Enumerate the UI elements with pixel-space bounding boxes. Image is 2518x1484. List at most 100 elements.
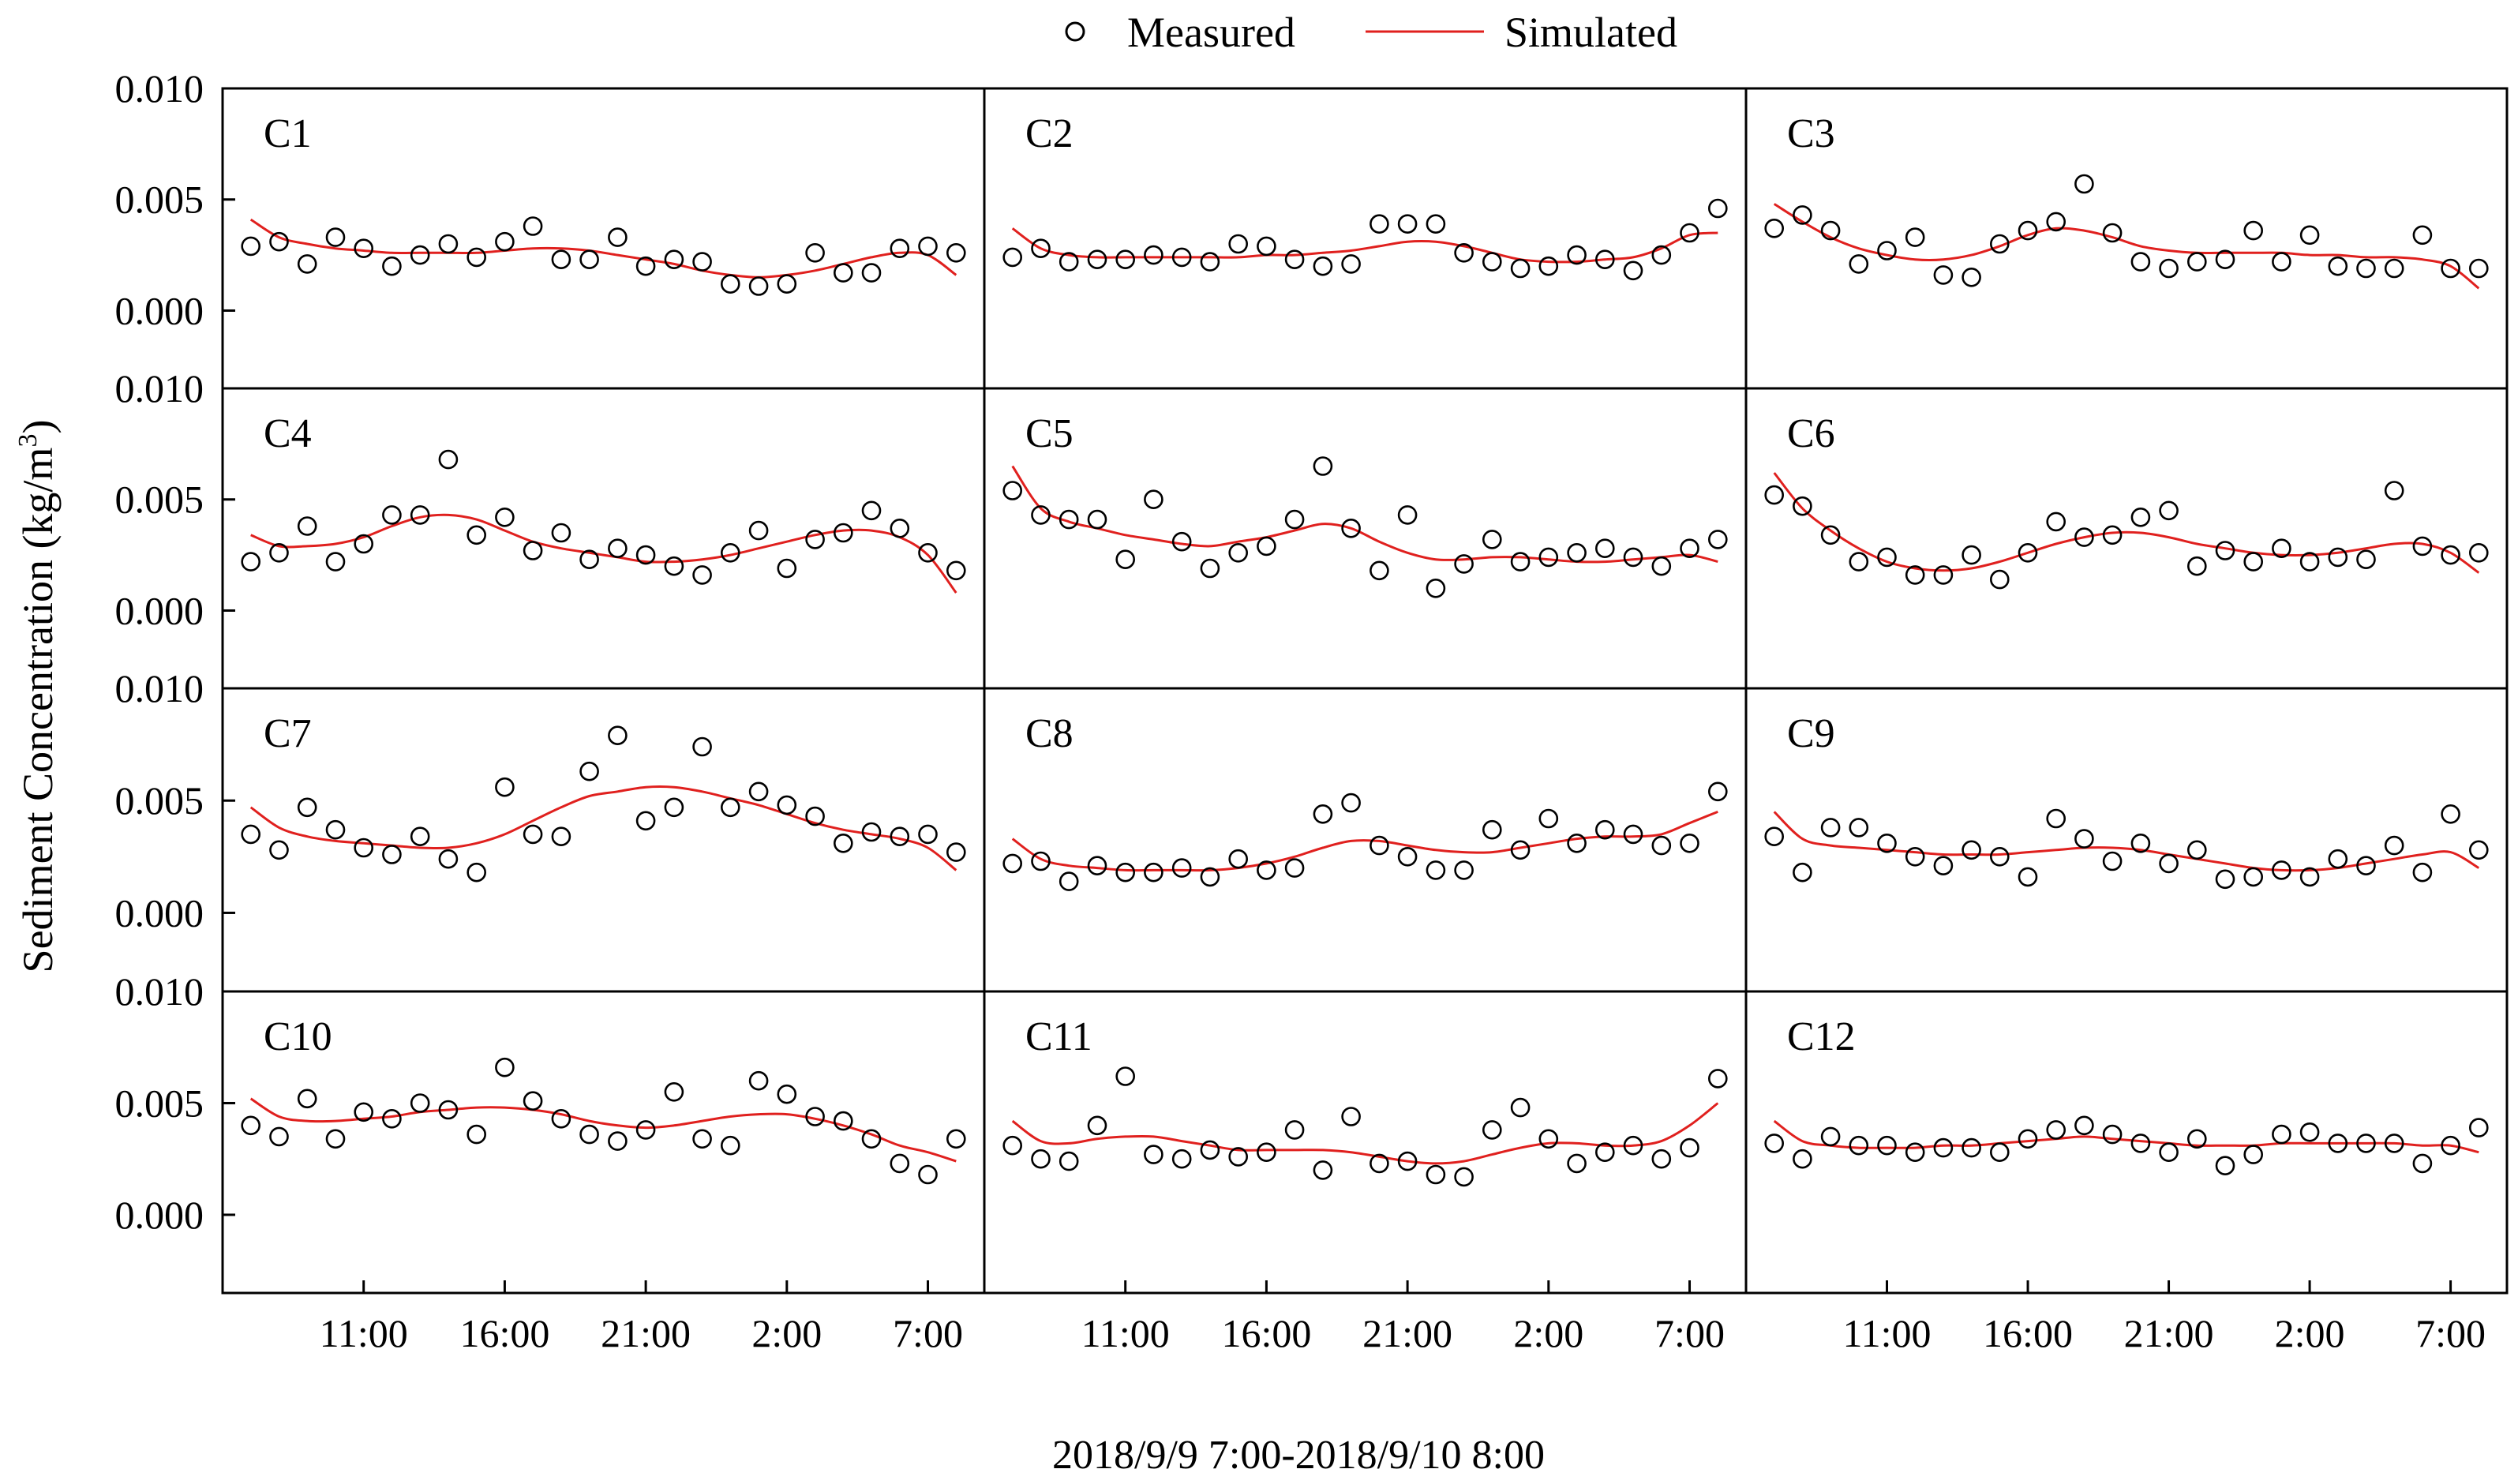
measured-point	[438, 1100, 459, 1120]
measured-point	[1200, 867, 1220, 887]
measured-point	[354, 1102, 374, 1122]
y-tick-label: 0.000	[115, 890, 204, 935]
measured-point	[1680, 223, 1699, 243]
measured-point	[523, 1091, 543, 1111]
measured-point	[608, 538, 628, 559]
measured-point	[1257, 1142, 1276, 1162]
measured-point	[2159, 1142, 2179, 1162]
measured-point	[834, 834, 853, 853]
measured-point	[2299, 225, 2320, 245]
measured-point	[1764, 826, 1784, 846]
panel-label: C10	[264, 1014, 332, 1059]
measured-point	[410, 245, 430, 265]
measured-point	[1454, 860, 1474, 880]
measured-point	[1567, 542, 1587, 563]
panel-c8: C8	[983, 687, 1748, 993]
measured-point	[1933, 265, 1954, 285]
axes: 0.000 0.005 0.010 0.000 0.005 0.010 0.000 0.005…	[115, 66, 2486, 1355]
measured-point	[2299, 1122, 2320, 1142]
measured-point	[2130, 1134, 2151, 1153]
y-tick-label: 0.010	[115, 366, 204, 410]
measured-point	[1426, 578, 1446, 598]
y-axis-title-superscript: 3	[13, 434, 43, 448]
measured-point	[1313, 804, 1333, 824]
panel-label: C6	[1787, 411, 1835, 456]
measured-point	[1031, 238, 1051, 259]
panel-c3: C3	[1744, 87, 2509, 390]
measured-point	[1341, 793, 1361, 813]
x-tick-label: 21:00	[1362, 1311, 1452, 1355]
measured-point	[1482, 1120, 1502, 1140]
measured-point	[1708, 530, 1728, 549]
measured-point	[2272, 1124, 2291, 1145]
measured-point	[1171, 531, 1192, 552]
y-tick-label: 0.005	[115, 478, 204, 522]
x-tick-label: 7:00	[893, 1311, 963, 1355]
y-tick-label: 0.000	[115, 289, 204, 333]
measured-point	[777, 274, 797, 294]
measured-point	[1793, 496, 1812, 516]
measured-point	[1820, 220, 1841, 241]
measured-point	[2187, 252, 2207, 272]
measured-point	[241, 824, 261, 845]
measured-point	[1144, 489, 1163, 510]
measured-point	[382, 845, 402, 864]
measured-point	[495, 1057, 515, 1077]
measured-point	[1002, 1135, 1022, 1156]
measured-point	[1651, 1149, 1672, 1169]
panel-c2: C2	[983, 87, 1748, 390]
measured-point	[2046, 512, 2066, 532]
measured-point	[1284, 1120, 1305, 1140]
y-axis-title-suffix: )	[14, 420, 62, 434]
measured-point	[1623, 1135, 1643, 1156]
y-tick-label: 0.010	[115, 666, 204, 710]
simulated-line	[1773, 811, 2480, 872]
measured-point	[2102, 525, 2123, 545]
measured-point	[495, 231, 515, 252]
measured-point	[946, 842, 966, 862]
measured-point	[720, 542, 740, 563]
panel-label: C12	[1787, 1014, 1856, 1059]
measured-point	[2074, 1115, 2094, 1136]
measured-point	[748, 781, 769, 802]
measured-point	[720, 1135, 740, 1156]
x-tick-label: 7:00	[1654, 1311, 1725, 1355]
measured-point	[1284, 249, 1305, 270]
panel-frame	[1744, 990, 2509, 1295]
measured-point	[325, 552, 346, 571]
measured-point	[1820, 525, 1841, 545]
measured-point	[1031, 1149, 1051, 1169]
measured-point	[2187, 840, 2207, 860]
measured-point	[269, 231, 289, 252]
measured-point	[269, 1126, 289, 1147]
simulated-line	[1011, 1102, 1719, 1165]
measured-point	[523, 541, 543, 560]
simulated-line	[1011, 811, 1718, 872]
measured-point	[382, 1109, 402, 1129]
x-tick-label: 2:00	[1513, 1311, 1583, 1355]
measured-point	[2187, 1129, 2207, 1149]
measured-point	[2046, 212, 2066, 232]
measured-point	[2272, 252, 2291, 272]
panel-frame	[983, 87, 1748, 390]
measured-point	[1228, 234, 1248, 254]
measured-point	[1284, 858, 1305, 878]
measured-point	[354, 838, 374, 858]
measured-point	[1341, 518, 1361, 538]
measured-point	[1059, 252, 1079, 272]
measured-point	[2215, 1156, 2235, 1175]
simulated-line	[249, 785, 957, 871]
measured-point	[1087, 249, 1107, 270]
measured-point	[1454, 554, 1474, 574]
measured-point	[861, 500, 882, 521]
measured-point	[467, 525, 487, 545]
measured-point	[1031, 851, 1051, 871]
measured-point	[692, 252, 712, 272]
panel-label: C5	[1025, 411, 1074, 456]
measured-point	[1877, 1135, 1897, 1156]
measured-point	[467, 247, 487, 268]
measured-point	[635, 545, 656, 565]
x-axis-title: 2018/9/9 7:00-2018/9/10 8:00	[1052, 1433, 1545, 1478]
measured-point	[495, 507, 515, 527]
